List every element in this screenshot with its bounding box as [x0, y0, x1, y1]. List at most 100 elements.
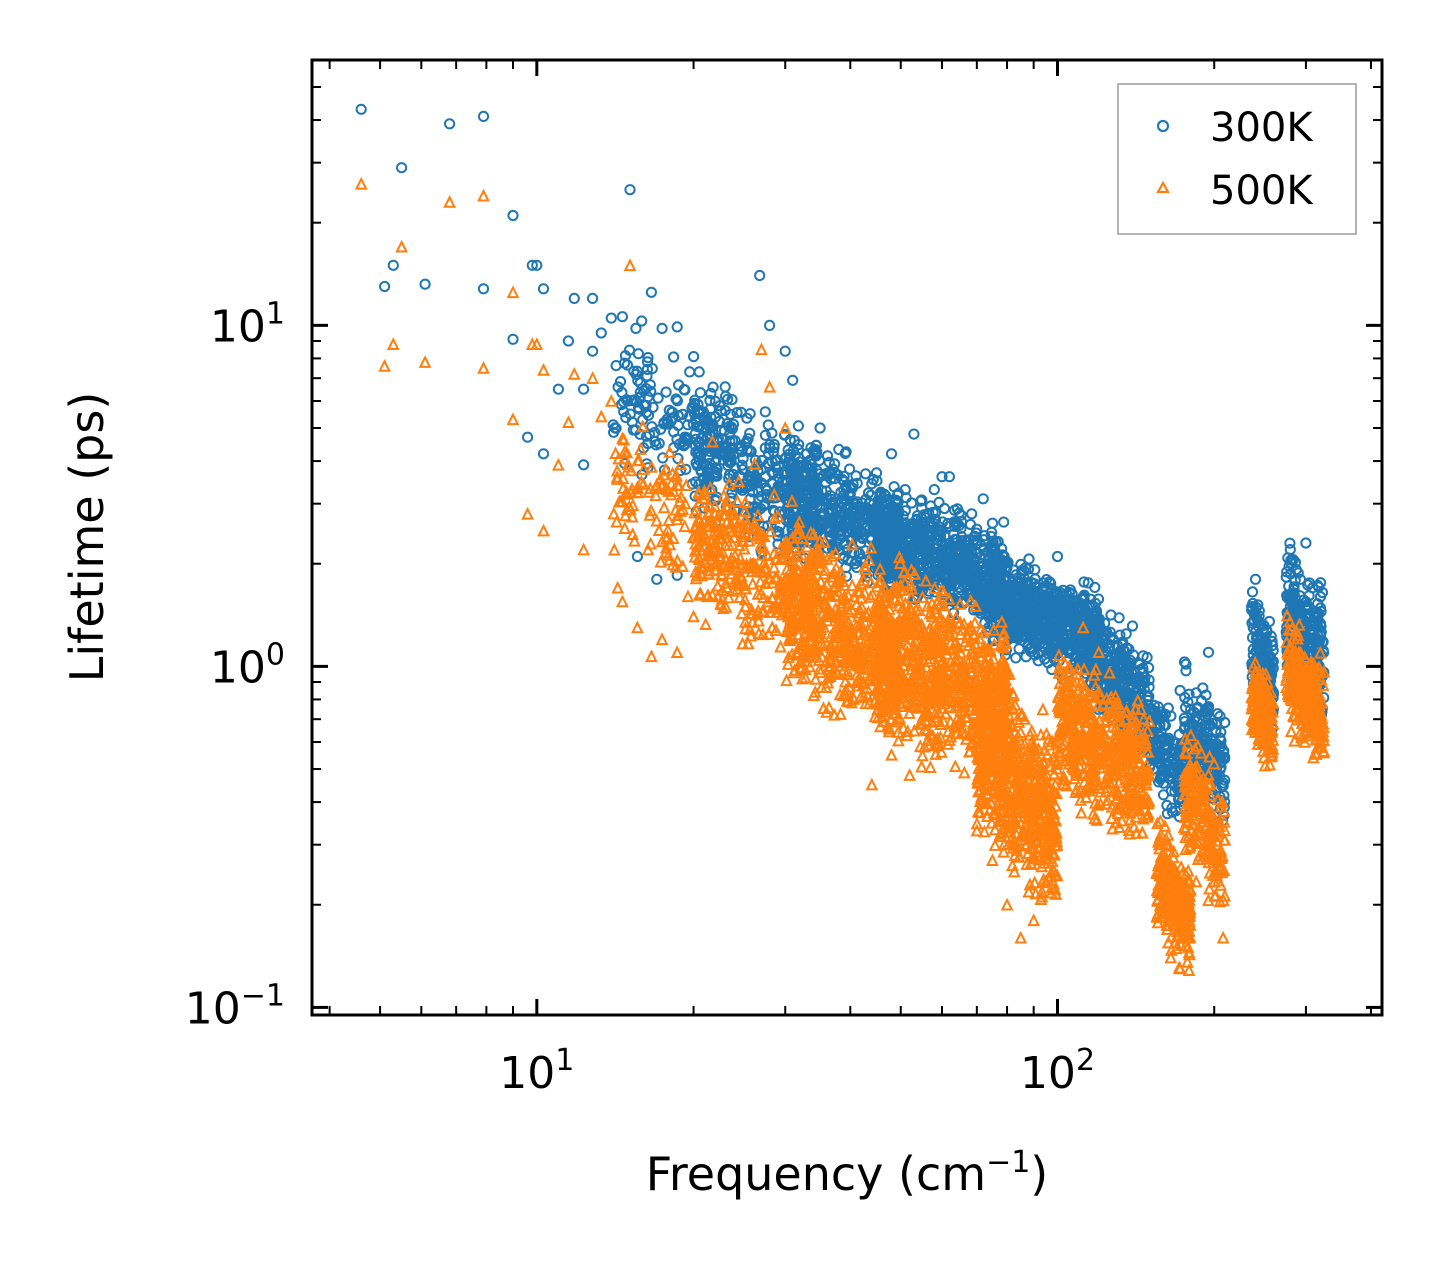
data-point — [893, 507, 905, 519]
data-point — [1185, 703, 1197, 715]
data-point — [744, 628, 758, 642]
data-point — [803, 476, 815, 488]
data-point — [744, 427, 756, 439]
data-point — [1059, 597, 1072, 609]
data-point — [688, 351, 700, 363]
data-point — [770, 551, 783, 565]
data-point — [607, 542, 621, 556]
data-point — [1308, 607, 1321, 619]
data-point — [1261, 626, 1273, 638]
data-point — [841, 648, 855, 662]
data-point — [821, 675, 835, 689]
data-point — [610, 360, 622, 372]
data-point — [964, 518, 977, 531]
data-point — [689, 542, 703, 556]
data-point — [720, 515, 734, 528]
data-point — [618, 406, 630, 418]
data-point — [651, 573, 663, 585]
data-point — [1016, 565, 1028, 577]
data-point — [731, 407, 743, 419]
data-point — [853, 547, 865, 560]
data-point — [477, 283, 490, 295]
data-point — [864, 540, 878, 554]
data-point — [1123, 668, 1135, 680]
data-point — [824, 569, 838, 583]
data-point — [586, 371, 600, 384]
data-point — [853, 659, 867, 672]
data-point — [779, 345, 791, 357]
data-point — [1150, 754, 1162, 766]
data-point — [1089, 597, 1102, 609]
data-point — [968, 615, 982, 629]
data-point — [820, 577, 833, 591]
data-point — [711, 578, 725, 592]
data-point — [924, 760, 937, 773]
data-point — [856, 553, 868, 565]
data-point — [1211, 717, 1223, 729]
data-point — [850, 597, 864, 610]
data-point — [999, 599, 1011, 611]
data-point — [841, 664, 855, 678]
data-point — [782, 606, 795, 620]
data-point — [845, 639, 858, 653]
data-point — [1219, 774, 1231, 786]
data-point — [1104, 626, 1116, 638]
data-point — [530, 337, 544, 351]
data-point — [959, 568, 971, 580]
data-point — [700, 459, 713, 471]
data-point — [1089, 676, 1101, 688]
data-point — [806, 608, 820, 622]
data-point — [610, 514, 624, 528]
data-point — [1079, 603, 1092, 615]
data-point — [624, 502, 637, 516]
data-point — [823, 467, 835, 479]
data-point — [1109, 650, 1121, 663]
data-point — [748, 456, 762, 470]
data-point — [977, 493, 989, 505]
data-point — [732, 474, 746, 488]
data-point — [1185, 717, 1197, 729]
data-point — [1202, 646, 1215, 658]
data-point — [722, 447, 735, 459]
data-point — [937, 555, 949, 567]
data-point — [634, 442, 647, 455]
data-point — [616, 471, 630, 485]
data-point — [623, 344, 636, 356]
data-point — [903, 768, 916, 781]
data-point — [604, 394, 618, 407]
data-point — [595, 327, 607, 339]
data-point — [652, 392, 664, 404]
data-point — [906, 497, 918, 509]
data-point — [899, 505, 911, 517]
data-point — [779, 546, 792, 560]
data-point — [641, 356, 654, 368]
data-point — [773, 583, 787, 597]
data-point — [1038, 599, 1050, 611]
data-point — [728, 507, 742, 521]
data-point — [734, 568, 748, 582]
data-point — [828, 499, 840, 511]
data-point — [920, 554, 932, 567]
data-point — [1258, 619, 1270, 632]
plot-area — [354, 103, 1331, 976]
data-point — [918, 544, 930, 556]
data-point — [844, 463, 856, 475]
data-point — [722, 590, 736, 604]
data-point — [818, 600, 832, 614]
data-point — [1050, 590, 1062, 602]
data-point — [1026, 641, 1038, 653]
data-point — [817, 566, 831, 580]
data-point — [974, 552, 986, 564]
data-point — [624, 463, 638, 477]
data-point — [757, 529, 771, 543]
data-point — [1049, 611, 1062, 623]
data-point — [753, 504, 765, 516]
data-point — [909, 524, 921, 537]
data-point — [759, 406, 771, 418]
data-point — [711, 463, 723, 476]
data-point — [767, 446, 780, 458]
data-point — [477, 360, 490, 374]
data-point — [707, 516, 721, 530]
data-point — [774, 639, 787, 653]
data-point — [641, 363, 654, 375]
